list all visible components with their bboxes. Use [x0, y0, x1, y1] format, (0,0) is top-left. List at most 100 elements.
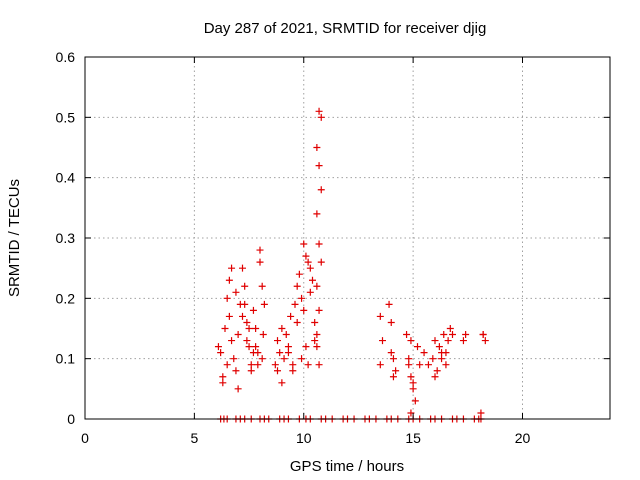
- data-point: [219, 373, 227, 381]
- data-point: [247, 361, 255, 369]
- data-point: [241, 282, 249, 290]
- data-point: [271, 361, 279, 369]
- data-point: [444, 337, 452, 345]
- data-point: [284, 349, 292, 357]
- data-point: [313, 331, 321, 339]
- x-axis-label: GPS time / hours: [290, 458, 404, 475]
- data-point: [234, 385, 242, 393]
- data-point: [379, 337, 386, 345]
- data-point: [416, 361, 424, 369]
- data-point: [431, 373, 439, 381]
- data-point: [234, 331, 242, 339]
- data-point: [223, 361, 231, 369]
- data-point: [409, 385, 417, 393]
- data-point: [225, 276, 233, 284]
- data-point: [429, 355, 437, 363]
- data-point: [449, 331, 456, 339]
- data-point: [289, 361, 297, 369]
- x-tick-label: 10: [296, 430, 312, 446]
- data-points: [214, 107, 489, 423]
- data-point: [313, 210, 321, 218]
- data-point: [247, 367, 255, 375]
- chart-title: Day 287 of 2021, SRMTID for receiver dji…: [204, 20, 487, 37]
- y-tick-label: 0: [67, 411, 75, 427]
- data-point: [300, 306, 308, 314]
- data-point: [306, 288, 314, 296]
- x-tick-label: 15: [405, 430, 421, 446]
- data-point: [256, 258, 264, 266]
- data-point: [260, 300, 268, 308]
- x-tick-label: 0: [81, 430, 89, 446]
- x-tick-label: 5: [190, 430, 198, 446]
- data-point: [228, 337, 236, 345]
- data-point: [446, 325, 454, 332]
- data-point: [274, 367, 281, 375]
- data-point: [440, 331, 448, 339]
- data-point: [302, 343, 310, 351]
- data-point: [287, 312, 295, 320]
- data-point: [214, 343, 222, 351]
- data-point: [278, 379, 286, 387]
- data-point: [407, 373, 415, 381]
- data-point: [442, 361, 450, 369]
- y-tick-label: 0.2: [56, 290, 76, 306]
- data-point: [278, 325, 286, 332]
- data-point: [315, 306, 323, 314]
- data-point: [280, 355, 288, 363]
- data-point: [254, 361, 262, 369]
- y-axis-label: SRMTID / TECUs: [6, 179, 23, 297]
- data-point: [479, 331, 487, 339]
- data-point: [438, 349, 446, 357]
- data-point: [274, 337, 281, 345]
- data-point: [433, 367, 441, 375]
- data-point: [311, 318, 319, 326]
- data-point: [223, 294, 231, 302]
- data-point: [407, 337, 415, 345]
- data-point: [295, 270, 303, 278]
- data-point: [300, 240, 308, 248]
- data-point: [241, 300, 249, 308]
- data-point: [411, 397, 419, 405]
- data-point: [245, 325, 253, 332]
- data-point: [259, 331, 267, 339]
- data-point: [225, 312, 233, 320]
- axis-ticks: 0 0.1 0.2 0.3 0.4 0.5 0.6 0 5 10 15 20: [56, 49, 610, 446]
- data-point: [249, 349, 257, 357]
- data-point: [407, 409, 415, 417]
- data-point: [424, 361, 432, 369]
- grid-lines: [85, 57, 610, 419]
- data-point: [221, 325, 229, 332]
- data-point: [239, 312, 246, 320]
- data-point: [420, 349, 428, 357]
- data-point: [405, 355, 413, 363]
- data-point: [282, 331, 290, 339]
- data-point: [243, 337, 251, 345]
- data-point: [291, 300, 299, 308]
- data-point: [232, 367, 240, 375]
- y-tick-label: 0.6: [56, 49, 76, 65]
- data-point: [304, 361, 312, 369]
- data-point: [309, 276, 316, 284]
- data-point: [376, 361, 384, 369]
- data-point: [403, 331, 411, 339]
- data-point: [239, 264, 246, 272]
- data-point: [317, 258, 325, 266]
- data-point: [477, 409, 485, 417]
- data-point: [249, 306, 257, 314]
- data-point: [217, 349, 225, 357]
- data-point: [459, 337, 467, 345]
- data-point: [389, 355, 397, 363]
- y-tick-label: 0.3: [56, 230, 76, 246]
- data-point: [256, 246, 264, 254]
- data-point: [409, 379, 417, 387]
- y-tick-label: 0.1: [56, 351, 76, 367]
- data-point: [405, 361, 413, 369]
- data-point: [289, 367, 297, 375]
- data-point: [315, 107, 323, 115]
- data-point: [293, 318, 301, 326]
- x-tick-label: 20: [515, 430, 531, 446]
- data-point: [232, 288, 240, 296]
- data-point: [304, 258, 312, 266]
- data-point: [414, 343, 421, 351]
